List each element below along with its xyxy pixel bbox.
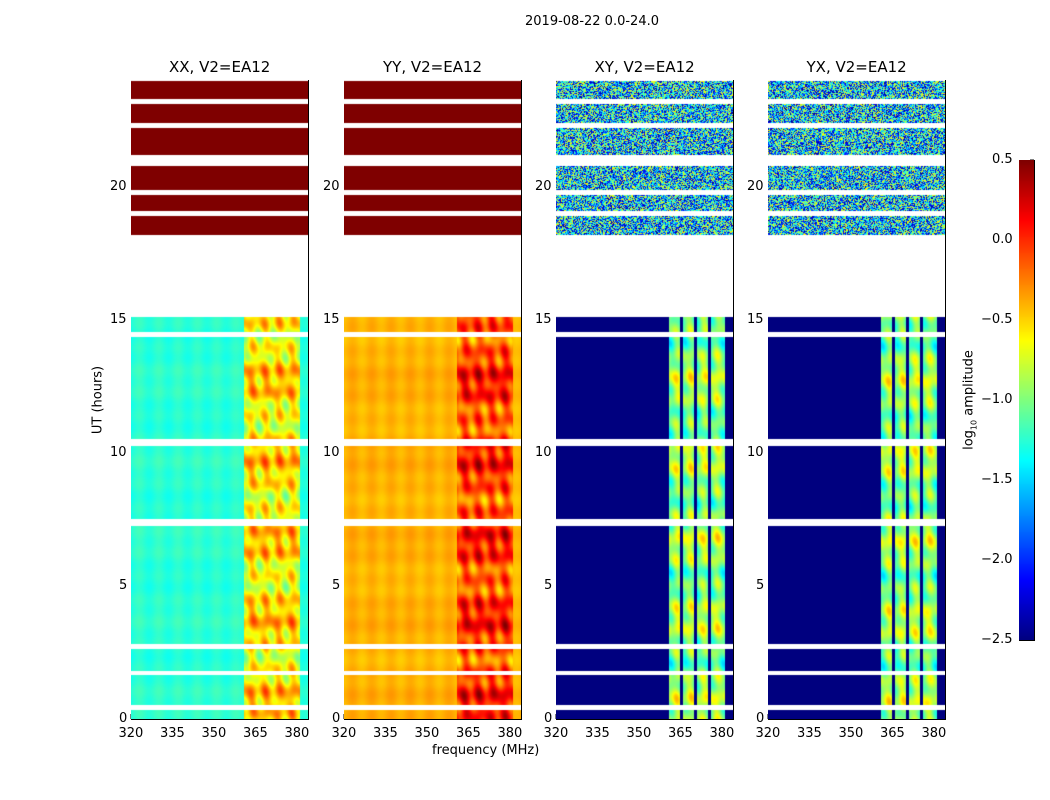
y-tick-label: 20: [110, 178, 127, 194]
x-tick-label: 350: [838, 726, 864, 741]
colorbar-tick-label: −2.0: [981, 552, 1013, 567]
y-tick-label: 15: [535, 311, 552, 327]
x-axis-label: frequency (MHz): [432, 743, 540, 758]
y-tick-label: 0: [544, 711, 553, 726]
y-tick-label: 15: [110, 311, 127, 327]
x-tick-label: 320: [543, 726, 569, 741]
colorbar-tick-label: −1.0: [981, 392, 1013, 407]
x-tick-label: 380: [284, 726, 310, 741]
colorbar-tick-label: 0.5: [992, 152, 1013, 167]
heatmap-xx: [131, 80, 308, 719]
x-tick-label: 365: [667, 726, 693, 741]
x-tick-label: 320: [118, 726, 144, 741]
x-tick-label: 350: [626, 726, 652, 741]
x-tick-label: 320: [755, 726, 781, 741]
y-tick-label: 10: [535, 444, 552, 460]
y-tick-label: 5: [756, 577, 765, 593]
y-tick-label: 15: [323, 311, 340, 327]
heatmap-yy: [344, 80, 521, 719]
y-tick-label: 20: [747, 178, 764, 194]
y-tick-label: 20: [535, 178, 552, 194]
y-tick-label: 15: [747, 311, 764, 327]
x-tick-label: 365: [455, 726, 481, 741]
heatmap-xy: [556, 80, 733, 719]
x-tick-label: 335: [159, 726, 185, 741]
x-tick-label: 365: [879, 726, 905, 741]
y-tick-label: 0: [119, 711, 128, 726]
y-tick-label: 0: [332, 711, 341, 726]
heatmap-yx: [768, 80, 945, 719]
colorbar: [1019, 160, 1034, 640]
y-tick-label: 0: [756, 711, 765, 726]
y-tick-label: 5: [544, 577, 553, 593]
y-tick-label: 10: [110, 444, 127, 460]
x-tick-label: 380: [497, 726, 523, 741]
x-tick-label: 365: [242, 726, 268, 741]
y-tick-label: 10: [323, 444, 340, 460]
panel-title: XY, V2=EA12: [594, 58, 695, 76]
colorbar-tick-label: −1.5: [981, 472, 1013, 487]
colorbar-tick-label: −2.5: [981, 632, 1013, 647]
x-tick-label: 335: [796, 726, 822, 741]
x-tick-label: 380: [709, 726, 735, 741]
x-tick-label: 335: [372, 726, 398, 741]
x-tick-label: 350: [201, 726, 227, 741]
colorbar-tick-label: −0.5: [981, 312, 1013, 327]
figure-title: 2019-08-22 0.0-24.0: [525, 14, 659, 29]
y-tick-label: 20: [323, 178, 340, 194]
x-tick-label: 335: [584, 726, 610, 741]
panel-title: YX, V2=EA12: [806, 58, 907, 76]
x-tick-label: 350: [414, 726, 440, 741]
y-tick-label: 5: [119, 577, 128, 593]
y-tick-label: 10: [747, 444, 764, 460]
y-tick-label: 5: [332, 577, 341, 593]
x-tick-label: 380: [921, 726, 947, 741]
panel-title: XX, V2=EA12: [169, 58, 271, 76]
colorbar-tick-label: 0.0: [992, 232, 1013, 247]
x-tick-label: 320: [331, 726, 357, 741]
panel-title: YY, V2=EA12: [383, 58, 483, 76]
